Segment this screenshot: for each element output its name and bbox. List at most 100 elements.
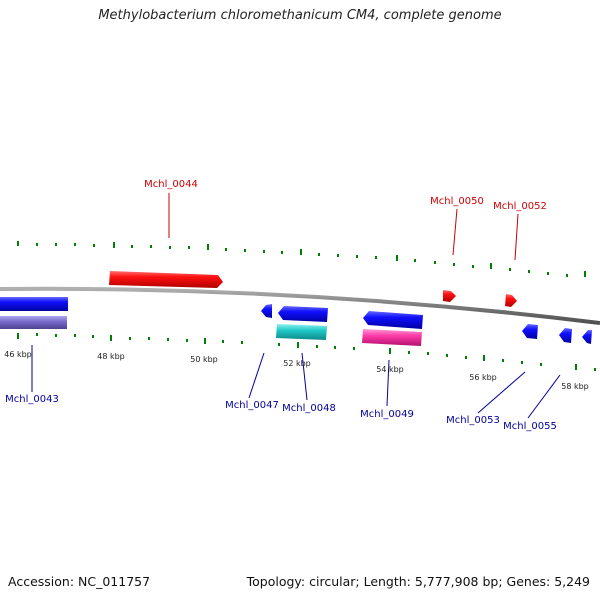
gene-arrow-mchl-0048[interactable]: [278, 306, 328, 322]
tick-mark: [318, 253, 320, 256]
tick-label-48kbp: 48 kbp: [97, 352, 125, 361]
tick-mark: [113, 242, 115, 248]
tick-mark: [150, 245, 152, 248]
tick-mark: [204, 338, 206, 344]
tick-mark: [169, 246, 171, 249]
tick-mark: [241, 341, 243, 344]
tick-mark: [36, 243, 38, 246]
gene-arrow-mchl-0050[interactable]: [443, 290, 456, 302]
gene-label-mchl-0044: Mchl_0044: [144, 179, 198, 190]
tick-label-46kbp: 46 kbp: [4, 350, 32, 359]
tick-mark: [584, 271, 586, 277]
tick-mark: [17, 333, 19, 339]
gene-label-mchl-0043: Mchl_0043: [5, 394, 59, 405]
gene-arrow-mchl-0044[interactable]: [109, 271, 223, 288]
tick-mark: [337, 254, 339, 257]
tick-mark: [353, 347, 355, 350]
tick-mark: [55, 243, 57, 246]
tick-mark: [281, 251, 283, 254]
tick-mark: [502, 359, 504, 362]
forward-leader-lines: [168, 193, 519, 261]
leader-line-mchl-0055: [527, 374, 561, 419]
gene-label-mchl-0048: Mchl_0048: [282, 403, 336, 414]
tick-mark: [509, 268, 511, 271]
tick-mark: [389, 348, 391, 354]
tick-mark: [594, 368, 596, 371]
tick-mark: [74, 334, 76, 337]
tick-mark: [297, 342, 299, 348]
gene-arrow-mchl-0053[interactable]: [522, 324, 538, 339]
tick-mark: [278, 343, 280, 346]
tick-mark: [465, 356, 467, 359]
tick-mark: [74, 243, 76, 246]
gene-label-mchl-0050: Mchl_0050: [430, 196, 484, 207]
tick-mark: [427, 352, 429, 355]
tick-mark: [408, 351, 410, 354]
tick-mark: [17, 241, 19, 246]
tick-mark: [396, 255, 398, 261]
leader-line-mchl-0048: [301, 352, 308, 401]
outer-tick-ring: [17, 241, 586, 277]
tick-label-52kbp: 52 kbp: [283, 359, 311, 368]
accession-text: Accession: NC_011757: [8, 574, 151, 589]
tick-mark: [110, 335, 112, 341]
reverse-leader-lines: [31, 345, 561, 419]
tick-mark: [36, 333, 38, 336]
inner-tick-ring: [17, 333, 596, 371]
tick-mark: [188, 246, 190, 249]
tick-mark: [186, 339, 188, 342]
tick-mark: [528, 270, 530, 273]
tick-mark: [131, 245, 133, 248]
leader-line-mchl-0052: [514, 213, 519, 261]
tick-mark: [483, 355, 485, 361]
tick-mark: [472, 265, 474, 268]
gene-arrow-mchl-0052[interactable]: [505, 294, 517, 307]
tick-mark: [521, 361, 523, 364]
genome-summary-text: Topology: circular; Length: 5,777,908 bp…: [246, 574, 590, 589]
leader-line-mchl-0050: [452, 208, 458, 256]
gene-label-mchl-0055: Mchl_0055: [503, 421, 557, 432]
gene-label-mchl-0052: Mchl_0052: [493, 201, 547, 212]
leader-line-mchl-0049: [386, 359, 390, 407]
tick-mark: [414, 259, 416, 262]
cds-bar-mchl-0043[interactable]: [0, 316, 67, 329]
tick-mark: [244, 249, 246, 252]
tick-mark: [148, 337, 150, 340]
tick-mark: [446, 354, 448, 357]
tick-mark: [207, 244, 209, 250]
map-title: Methylobacterium chloromethanicum CM4, c…: [98, 8, 502, 23]
tick-mark: [225, 248, 227, 251]
gene-label-mchl-0053: Mchl_0053: [446, 415, 500, 426]
tick-mark: [434, 261, 436, 264]
cds-bar-mchl-0049[interactable]: [362, 329, 422, 346]
tick-mark: [167, 338, 169, 341]
gene-arrow-mchl-0047[interactable]: [261, 304, 272, 318]
tick-mark: [222, 340, 224, 343]
tick-mark: [129, 337, 131, 340]
tick-label-56kbp: 56 kbp: [469, 373, 497, 382]
cds-bar-mchl-0048[interactable]: [276, 324, 327, 340]
gene-arrow-partial[interactable]: [582, 330, 592, 344]
genome-backbone: [0, 286, 600, 325]
leader-line-mchl-0047: [248, 352, 265, 399]
tick-mark: [93, 244, 95, 247]
tick-mark: [490, 263, 492, 269]
gene-arrow-mchl-0043[interactable]: [0, 297, 68, 311]
gene-label-mchl-0049: Mchl_0049: [360, 409, 414, 420]
gene-arrow-mchl-0055[interactable]: [559, 328, 572, 343]
tick-mark: [375, 256, 377, 259]
tick-mark: [316, 345, 318, 348]
tick-label-58kbp: 58 kbp: [561, 382, 589, 391]
tick-mark: [263, 250, 265, 253]
tick-mark: [334, 346, 336, 349]
tick-label-54kbp: 54 kbp: [376, 365, 404, 374]
tick-mark: [55, 334, 57, 337]
gene-arrow-mchl-0049[interactable]: [363, 311, 423, 329]
gene-label-mchl-0047: Mchl_0047: [225, 400, 279, 411]
tick-mark: [300, 249, 302, 255]
tick-mark: [547, 272, 549, 275]
tick-mark: [540, 363, 542, 366]
tick-mark: [356, 255, 358, 258]
tick-mark: [575, 364, 577, 370]
